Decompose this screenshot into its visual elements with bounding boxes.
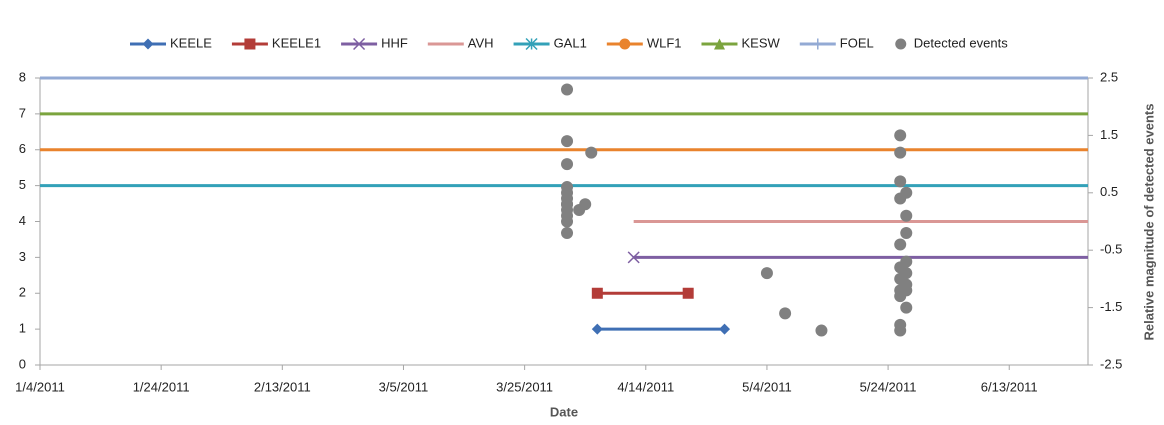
legend-label: KEELE <box>170 35 212 50</box>
legend-item: Detected events <box>895 35 1008 50</box>
y-tick-label: 4 <box>19 213 26 228</box>
legend-label: GAL1 <box>554 35 587 50</box>
y-tick-label: 7 <box>19 105 26 120</box>
y-tick-label: 0 <box>19 356 26 371</box>
legend-label: Detected events <box>914 35 1008 50</box>
event-point <box>894 324 907 337</box>
series-marker <box>1113 108 1124 119</box>
legend-item: KEELE1 <box>231 35 321 50</box>
event-point <box>561 158 574 171</box>
x-tick-label: 5/4/2011 <box>742 379 792 394</box>
x-tick-label: 6/13/2011 <box>981 379 1038 394</box>
x-tick-label: 3/25/2011 <box>496 379 553 394</box>
x-tick-label: 3/5/2011 <box>379 379 429 394</box>
legend-item: FOEL <box>799 35 874 50</box>
series-marker <box>682 287 694 299</box>
y-tick-label: 3 <box>19 249 26 264</box>
event-point <box>894 238 907 251</box>
legend-marker <box>713 38 725 50</box>
legend-label: KEELE1 <box>272 35 321 50</box>
x-tick-label: 1/4/2011 <box>15 379 65 394</box>
legend-marker <box>353 37 366 51</box>
event-point <box>561 226 574 239</box>
series-marker <box>719 323 731 335</box>
y2-tick-label: 0.5 <box>1100 184 1118 199</box>
event-point <box>900 301 913 314</box>
legend-marker <box>525 37 538 51</box>
y2-axis-title: Relative magnitude of detected events <box>1141 104 1156 341</box>
legend-item: KESW <box>701 35 780 50</box>
event-point <box>585 146 598 159</box>
legend-label: KESW <box>741 35 780 50</box>
event-point <box>779 307 792 320</box>
event-point <box>815 324 828 337</box>
y-tick-label: 2 <box>19 285 26 300</box>
y-tick-label: 1 <box>19 321 26 336</box>
event-point <box>900 209 913 222</box>
y-tick-label: 6 <box>19 141 26 156</box>
event-point <box>894 129 907 142</box>
y-tick-label: 8 <box>19 69 26 84</box>
event-point <box>900 226 913 239</box>
y2-tick-label: -0.5 <box>1100 242 1122 257</box>
legend-item: GAL1 <box>513 35 587 51</box>
x-tick-label: 4/14/2011 <box>617 379 674 394</box>
legend-item: WLF1 <box>606 35 682 50</box>
event-point <box>894 290 907 303</box>
legend-item: KEELE <box>130 35 212 50</box>
x-tick-label: 1/24/2011 <box>133 379 190 394</box>
x-axis-title: Date <box>550 404 578 419</box>
event-point <box>561 135 574 148</box>
series-marker <box>591 323 603 335</box>
y2-tick-label: 2.5 <box>1100 69 1118 84</box>
event-point <box>561 83 574 96</box>
event-point <box>561 215 574 228</box>
series-marker <box>627 251 640 264</box>
event-point <box>760 267 773 280</box>
legend-label: HHF <box>381 35 408 50</box>
legend-marker <box>142 38 154 50</box>
legend-marker <box>244 38 256 50</box>
legend-marker <box>812 38 824 50</box>
plot-area <box>40 76 1124 337</box>
legend-item: HHF <box>341 35 408 50</box>
y-tick-label: 5 <box>19 177 26 192</box>
legend-marker <box>619 38 631 50</box>
series-marker <box>591 287 603 299</box>
legend-symbol <box>895 38 907 50</box>
y2-tick-label: 1.5 <box>1100 127 1118 142</box>
event-point <box>894 175 907 188</box>
legend-label: FOEL <box>840 35 874 50</box>
event-point <box>579 198 592 211</box>
y2-tick-label: -1.5 <box>1100 299 1122 314</box>
x-tick-label: 5/24/2011 <box>860 379 917 394</box>
x-tick-label: 2/13/2011 <box>254 379 311 394</box>
legend-label: WLF1 <box>647 35 682 50</box>
event-point <box>894 146 907 159</box>
series-marker <box>1113 144 1124 155</box>
legend-label: AVH <box>468 35 494 50</box>
event-point <box>894 192 907 205</box>
legend-item: AVH <box>427 35 494 50</box>
y2-tick-label: -2.5 <box>1100 356 1122 371</box>
